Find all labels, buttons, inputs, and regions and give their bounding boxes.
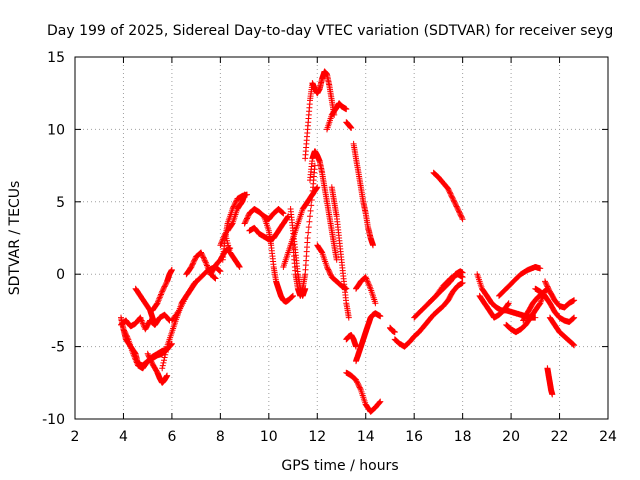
plus-marker-trace [149,266,175,314]
plus-marker-trace [287,206,309,299]
plus-marker-trace [217,230,243,270]
plus-marker-trace [246,213,292,243]
series-t18 [324,100,350,133]
series-t13 [280,184,321,270]
series-t23 [353,274,379,307]
plus-marker-trace [159,278,200,372]
plus-marker-trace [343,332,359,350]
series-t33 [476,292,512,321]
series-t7 [219,191,250,263]
chart-title: Day 199 of 2025, Sidereal Day-to-day VTE… [47,23,613,39]
x-tick-label: 18 [454,429,472,445]
plus-marker-trace [496,264,544,299]
series-t19 [328,184,352,321]
series-t39 [546,314,578,349]
x-tick-label: 14 [357,429,375,445]
plus-marker-trace [391,279,466,350]
series-t17 [307,148,340,263]
y-tick-label: -5 [51,340,65,356]
plus-marker-trace [430,169,466,223]
series-t27 [387,324,398,336]
plus-marker-trace [219,191,250,263]
series-t3a [149,266,175,314]
plus-marker-trace [120,326,171,372]
series-t15 [287,206,309,299]
series-t2b [144,350,171,386]
series-t35 [503,288,548,336]
series-t38 [542,278,578,311]
plus-marker-trace [132,285,158,328]
series-t40 [544,365,556,398]
plus-marker-trace [343,369,384,415]
series-t37 [532,285,578,325]
grid [75,57,608,419]
x-tick-labels: 2 4 6 8 10 12 14 16 18 20 22 24 [71,429,617,445]
plus-marker-trace [353,274,379,307]
plus-marker-trace [343,119,355,131]
plus-marker-trace [425,268,466,307]
plus-marker-trace [544,365,556,398]
axis-ticks [74,56,609,420]
plus-marker-trace [168,264,224,324]
plus-marker-trace [546,314,578,349]
series-t20 [314,242,350,292]
x-tick-label: 12 [308,429,326,445]
plus-marker-trace [324,100,350,133]
plus-marker-trace [224,191,248,234]
plus-marker-trace [314,242,350,292]
plus-marker-trace [302,68,338,162]
series-t4 [168,264,224,324]
series-t21 [343,119,355,131]
series-t24 [343,332,359,350]
series-t9 [217,230,243,270]
series-t26 [343,369,384,415]
plus-marker-trace [476,292,512,321]
x-tick-label: 8 [216,429,225,445]
plus-marker-trace [542,278,578,311]
plus-marker-trace [532,285,578,325]
plus-marker-trace [503,288,548,336]
plus-marker-trace [387,324,398,336]
x-tick-label: 10 [260,429,278,445]
x-tick-label: 22 [551,429,569,445]
series-t25 [353,310,384,365]
series-t12 [261,213,296,305]
plus-marker-trace [261,213,296,305]
series-t1c [120,326,171,372]
x-tick-label: 6 [167,429,176,445]
plus-marker-trace [328,184,352,321]
series-t22 [350,140,376,249]
y-tick-label: 5 [56,195,65,211]
x-tick-label: 16 [405,429,423,445]
series-t2a [132,285,158,328]
x-tick-label: 4 [119,429,128,445]
y-tick-labels: -10 -5 0 5 10 15 [42,50,65,428]
plus-marker-trace [144,350,171,386]
series-t8 [224,191,248,234]
series-t28 [391,279,466,350]
plus-marker-trace [350,140,376,249]
x-tick-label: 24 [599,429,617,445]
plus-marker-trace [353,310,384,365]
y-tick-label: 10 [47,122,65,138]
plot-frame [74,56,609,420]
y-axis-label: SDTVAR / TECUs [7,181,23,296]
series-t3b [159,278,200,372]
x-axis-label: GPS time / hours [281,458,398,474]
plus-marker-trace [280,184,321,270]
series-t30 [425,268,466,307]
y-tick-label: -10 [42,412,65,428]
series-t34 [496,264,544,299]
series-t31 [430,169,466,223]
series-t11 [246,213,292,243]
y-tick-label: 0 [56,267,65,283]
x-tick-label: 20 [502,429,520,445]
y-tick-label: 15 [47,50,65,66]
x-tick-label: 2 [71,429,80,445]
plus-marker-trace [307,148,340,263]
data-marks [118,68,578,415]
series-t16 [302,68,338,162]
